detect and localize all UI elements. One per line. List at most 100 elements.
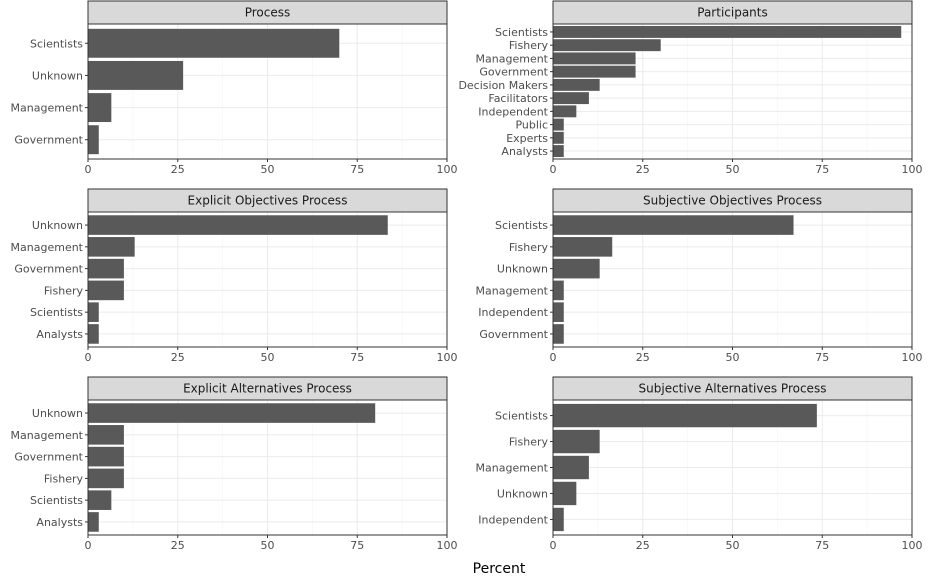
bar — [88, 403, 376, 423]
bar — [88, 490, 112, 510]
bar — [553, 131, 564, 144]
facet-strip-title: Subjective Alternatives Process — [639, 382, 827, 396]
x-tick-label: 100 — [902, 163, 923, 176]
y-tick-label: Unknown — [32, 69, 83, 82]
y-tick-label: Government — [479, 328, 548, 341]
facet-panel: Scientists Fishery Management Unknown Indepe… — [476, 376, 923, 552]
y-tick-label: Scientists — [495, 410, 548, 423]
x-tick-label: 100 — [437, 539, 458, 552]
x-tick-label: 50 — [726, 539, 740, 552]
y-tick-label: Management — [11, 102, 84, 115]
bar — [553, 25, 902, 38]
x-tick-label: 75 — [350, 539, 364, 552]
y-tick-label: Facilitators — [488, 92, 548, 105]
x-tick-label: 100 — [437, 351, 458, 364]
bar — [88, 302, 99, 322]
bar — [88, 280, 124, 301]
y-tick-label: Analysts — [36, 328, 83, 341]
bar — [88, 60, 184, 90]
y-tick-label: Analysts — [36, 516, 83, 529]
y-tick-label: Experts — [506, 132, 548, 145]
x-tick-label: 75 — [815, 351, 829, 364]
bar — [553, 507, 564, 532]
bar — [553, 145, 564, 158]
x-tick-label: 75 — [815, 163, 829, 176]
bar — [553, 52, 636, 65]
x-tick-label: 75 — [350, 351, 364, 364]
bar — [88, 125, 99, 155]
facet-panel: Scientists Unknown Management Government Pro… — [11, 0, 458, 176]
bar — [88, 93, 112, 123]
x-tick-label: 25 — [171, 351, 185, 364]
facet-strip — [87, 376, 448, 401]
x-tick-label: 0 — [550, 163, 557, 176]
bar — [88, 425, 124, 445]
y-tick-label: Management — [476, 462, 549, 475]
y-tick-label: Scientists — [30, 494, 83, 507]
x-tick-label: 50 — [726, 351, 740, 364]
x-tick-label: 0 — [85, 163, 92, 176]
facet-strip — [552, 376, 913, 401]
bar — [88, 258, 124, 279]
y-tick-label: Government — [14, 263, 83, 276]
y-tick-label: Fishery — [509, 436, 549, 449]
x-tick-label: 25 — [171, 539, 185, 552]
facet-strip-title: Participants — [697, 6, 768, 20]
facet-panel: Unknown Management Government Fishery Scient… — [11, 376, 458, 552]
y-tick-label: Independent — [478, 306, 548, 319]
bar — [553, 403, 817, 428]
x-tick-label: 75 — [815, 539, 829, 552]
y-tick-label: Scientists — [30, 37, 83, 50]
x-tick-label: 25 — [636, 539, 650, 552]
facet-panel: Unknown Management Government Fishery Scient… — [11, 188, 458, 364]
x-tick-label: 50 — [261, 351, 275, 364]
facet-strip — [87, 188, 448, 213]
bar — [88, 237, 135, 257]
y-tick-label: Fishery — [44, 284, 84, 297]
y-tick-label: Public — [515, 119, 548, 132]
x-tick-label: 100 — [902, 539, 923, 552]
facet-strip — [552, 188, 913, 213]
bar — [553, 65, 636, 78]
y-tick-label: Independent — [478, 105, 548, 118]
facet-panel: ScientistsFisheryManagementGovernmentDec… — [458, 0, 923, 176]
y-tick-label: Scientists — [495, 26, 548, 39]
facet-strip-title: Explicit Objectives Process — [188, 194, 348, 208]
bar — [88, 446, 124, 467]
y-tick-label: Fishery — [509, 39, 549, 52]
bar — [553, 324, 564, 344]
x-tick-label: 100 — [437, 163, 458, 176]
x-axis-title: Percent — [473, 561, 526, 576]
x-tick-label: 75 — [350, 163, 364, 176]
facet-strip-title: Explicit Alternatives Process — [183, 382, 352, 396]
y-tick-label: Scientists — [495, 219, 548, 232]
bar — [88, 324, 99, 344]
bar — [88, 215, 388, 235]
y-tick-label: Independent — [478, 513, 548, 526]
bar — [553, 237, 613, 257]
x-tick-label: 0 — [550, 539, 557, 552]
bar — [553, 429, 600, 454]
y-tick-label: Government — [14, 134, 83, 147]
y-tick-label: Management — [11, 429, 84, 442]
bar — [553, 39, 661, 52]
y-tick-label: Unknown — [497, 263, 548, 276]
y-tick-label: Scientists — [30, 306, 83, 319]
bar — [88, 28, 340, 58]
x-tick-label: 0 — [85, 351, 92, 364]
y-tick-label: Government — [14, 451, 83, 464]
y-tick-label: Unknown — [32, 219, 83, 232]
x-tick-label: 25 — [636, 351, 650, 364]
x-tick-label: 0 — [550, 351, 557, 364]
x-tick-label: 50 — [726, 163, 740, 176]
facet-panel: Scientists Fishery Unknown Management Indepe… — [476, 188, 923, 364]
facet-strip — [87, 0, 448, 25]
x-tick-label: 25 — [636, 163, 650, 176]
bar — [553, 481, 577, 506]
y-tick-label: Management — [476, 284, 549, 297]
x-tick-label: 50 — [261, 539, 275, 552]
y-tick-label: Management — [476, 52, 549, 65]
bar — [553, 258, 600, 279]
facet-strip-title: Subjective Objectives Process — [643, 194, 822, 208]
